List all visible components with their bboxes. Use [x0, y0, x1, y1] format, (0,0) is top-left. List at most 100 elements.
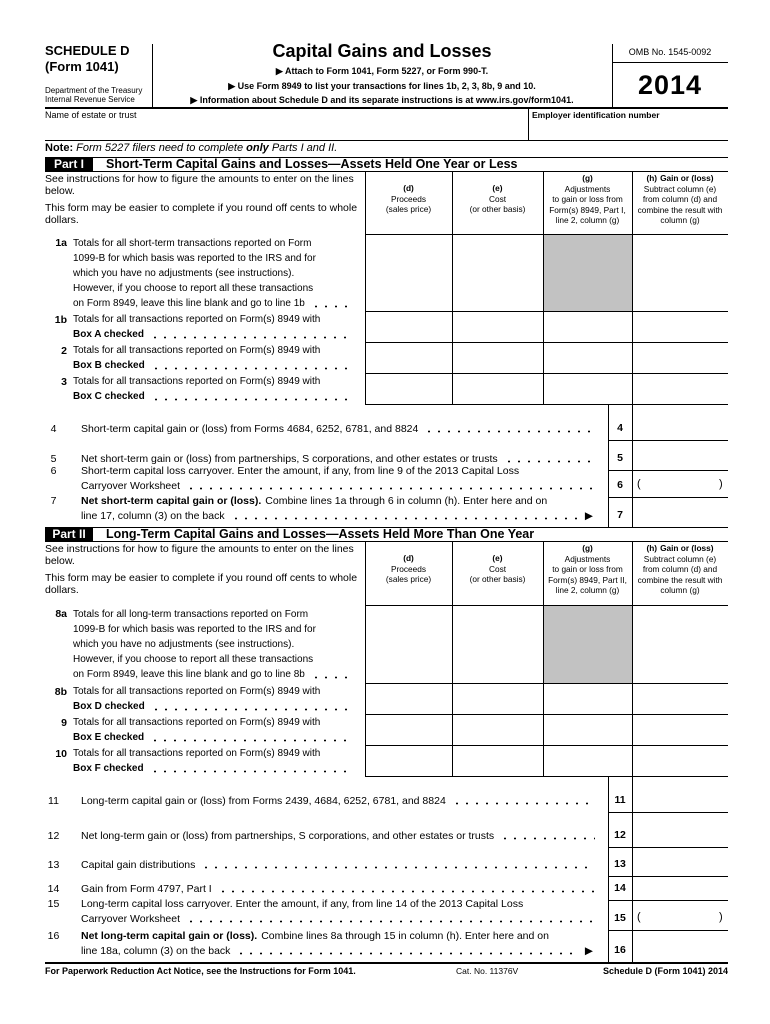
line-number: 1b — [54, 314, 67, 326]
text-line: on Form 8949, leave this line blank and … — [73, 667, 355, 682]
column-text: line 2, column (g) — [555, 215, 620, 225]
text-line: Gain from Form 4797, Part I — [81, 882, 601, 897]
column-text: Subtract column (e) — [643, 553, 717, 564]
line-text: Totals for all transactions reported on … — [73, 313, 355, 342]
line-number: 8b — [54, 686, 67, 698]
text-line: Box B checked — [73, 359, 355, 374]
text: Long-term capital loss carryover. Enter … — [81, 898, 524, 910]
line-number: 12 — [47, 829, 60, 842]
column-heading: (h) Gain or (loss) — [632, 173, 728, 184]
column-text: column (g) — [660, 215, 700, 225]
column-text: Cost — [488, 563, 507, 574]
text-line: on Form 8949, leave this line blank and … — [73, 296, 355, 311]
column-text: Proceeds — [390, 563, 427, 574]
line-text: Short-term capital gain or (loss) from F… — [81, 422, 601, 437]
leader — [217, 890, 595, 893]
box-number: 11 — [614, 794, 626, 806]
line-number: 14 — [47, 882, 60, 895]
box-number: 16 — [614, 944, 626, 956]
line-text: Net long-term gain or (loss) from partne… — [81, 829, 601, 844]
note-emphasis: only — [246, 142, 269, 154]
text: Net short-term gain or (loss) from partn… — [81, 452, 498, 465]
text-line: Short-term capital gain or (loss) from F… — [81, 422, 601, 437]
text: Totals for all transactions reported on … — [73, 376, 321, 387]
box-number: 14 — [614, 882, 626, 894]
text: Combine lines 8a through 15 in column (h… — [261, 930, 549, 942]
box-number: 5 — [617, 452, 623, 464]
column-text: from column (d) and — [642, 194, 718, 204]
line-number: 13 — [47, 858, 60, 871]
text: Short-term capital gain or (loss) from F… — [81, 422, 419, 435]
column-letter: (d) — [403, 183, 414, 193]
line-text: Totals for all long-term transactions re… — [73, 607, 355, 682]
text: Capital gain distributions — [81, 858, 196, 871]
column-heading: (d) — [365, 183, 452, 194]
leader — [310, 305, 349, 308]
text: Box C checked — [73, 390, 145, 402]
divider — [608, 404, 609, 527]
text-line: Totals for all transactions reported on … — [73, 313, 355, 328]
line-text: Short-term capital loss carryover. Enter… — [81, 464, 601, 493]
part-label: Part I — [45, 158, 93, 171]
column-header: (d) Proceeds (sales price) — [365, 553, 452, 585]
instruction: ▶ Attach to Form 1041, Form 5227, or For… — [275, 66, 489, 76]
column-text: Adjustments — [564, 183, 611, 194]
line-number: 11 — [48, 794, 59, 807]
rule — [365, 605, 728, 606]
column-letter: (h) — [646, 543, 658, 553]
arrow: ▶ — [584, 944, 593, 957]
divider — [365, 171, 366, 404]
line-text: Net short-term capital gain or (loss). Co… — [81, 494, 601, 523]
line-text: Capital gain distributions — [81, 858, 601, 873]
text-line: Totals for all long-term transactions re… — [73, 607, 355, 622]
leader — [150, 398, 349, 401]
rule — [365, 404, 728, 405]
text: Box D checked — [73, 700, 145, 712]
text: Net long-term gain or (loss) from partne… — [81, 829, 495, 842]
paren: ( — [637, 911, 641, 923]
leader — [236, 952, 579, 955]
text: Totals for all long-term transactions re… — [73, 609, 309, 620]
column-header: (e) Cost (or other basis) — [452, 183, 543, 215]
note: Note: Form 5227 filers need to complete … — [45, 142, 337, 154]
column-text: Adjustments — [564, 553, 611, 564]
divider — [608, 776, 609, 962]
line-text: Totals for all transactions reported on … — [73, 716, 355, 745]
column-heading: (g) — [543, 173, 632, 184]
text-line: which you have no adjustments (see instr… — [73, 637, 355, 652]
text-line: Carryover Worksheet — [81, 479, 601, 494]
rule — [608, 497, 728, 498]
rule — [608, 847, 728, 848]
tax-year: 2014 — [637, 70, 703, 100]
column-text: line 2, column (g) — [555, 585, 620, 595]
line-number: 1a — [55, 237, 67, 249]
text-line: Box F checked — [73, 762, 355, 777]
text-line: Net long-term capital gain or (loss). Com… — [81, 929, 601, 944]
text-line: 1099-B for which basis was reported to t… — [73, 251, 355, 266]
text: Box A checked — [73, 328, 144, 340]
text: line 17, column (3) on the back — [81, 509, 225, 522]
divider — [528, 108, 529, 140]
catalog-number: Cat. No. 11376V — [456, 966, 519, 976]
part-title: Short-Term Capital Gains and Losses—Asse… — [106, 157, 518, 171]
text: which you have no adjustments (see instr… — [73, 268, 295, 279]
text: Totals for all transactions reported on … — [73, 345, 321, 356]
instruction: ▶ Information about Schedule D and its s… — [190, 95, 574, 105]
note-text: Parts I and II. — [271, 142, 338, 154]
intro-text: This form may be easier to complete if y… — [45, 202, 358, 226]
text: Carryover Worksheet — [81, 912, 181, 925]
column-title: Gain or (loss) — [660, 173, 714, 183]
column-heading: (e) — [452, 553, 543, 564]
text: 1099-B for which basis was reported to t… — [73, 253, 316, 264]
line-text: Totals for all transactions reported on … — [73, 747, 355, 776]
line-text: Long-term capital gain or (loss) from Fo… — [81, 794, 601, 809]
line-number: 3 — [61, 376, 67, 388]
rule — [45, 140, 728, 141]
text-line: However, if you choose to report all the… — [73, 281, 355, 296]
line-text: Totals for all short-term transactions r… — [73, 236, 355, 311]
text-line: Box D checked — [73, 700, 355, 715]
box-number: 15 — [614, 912, 626, 924]
rule — [608, 900, 728, 901]
leader — [150, 367, 349, 370]
text: which you have no adjustments (see instr… — [73, 639, 295, 650]
